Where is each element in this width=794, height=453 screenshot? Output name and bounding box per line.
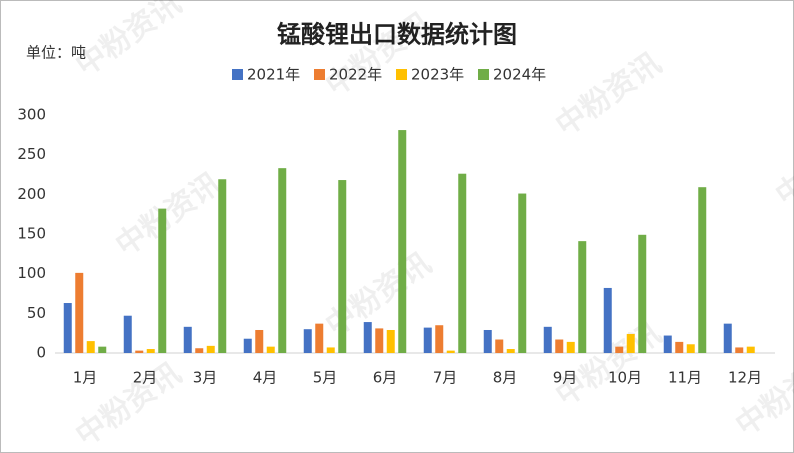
- x-tick-label: 3月: [193, 369, 218, 387]
- bar: [63, 303, 72, 353]
- bar: [603, 287, 612, 353]
- bar: [303, 329, 312, 353]
- x-tick-label: 7月: [433, 369, 458, 387]
- x-tick-label: 12月: [728, 369, 762, 387]
- bar: [423, 327, 432, 353]
- y-tick-label: 200: [17, 185, 46, 203]
- bar: [338, 180, 347, 353]
- x-tick-label: 1月: [73, 369, 98, 387]
- bar: [566, 341, 575, 353]
- bar: [675, 341, 684, 353]
- unit-label: 单位：吨: [26, 44, 86, 62]
- legend-swatch: [478, 69, 489, 80]
- bar: [686, 344, 695, 353]
- bar: [398, 130, 407, 353]
- bar: [483, 329, 492, 353]
- bar: [615, 346, 624, 353]
- bar: [735, 347, 744, 353]
- bar: [698, 187, 707, 353]
- bar: [206, 345, 215, 353]
- bar: [663, 335, 672, 353]
- bar: [435, 325, 444, 353]
- x-tick-label: 8月: [493, 369, 518, 387]
- x-tick-label: 6月: [373, 369, 398, 387]
- legend-swatch: [314, 69, 325, 80]
- x-tick-label: 9月: [553, 369, 578, 387]
- legend-swatch: [232, 69, 243, 80]
- bar: [278, 168, 287, 353]
- bar: [638, 234, 647, 353]
- legend-label: 2021年: [247, 66, 300, 84]
- bar: [723, 323, 732, 353]
- legend-label: 2023年: [411, 66, 464, 84]
- y-tick-label: 250: [17, 145, 46, 163]
- legend-swatch: [396, 69, 407, 80]
- bar: [746, 346, 755, 353]
- bar: [255, 329, 264, 353]
- bar: [495, 339, 504, 353]
- bar: [386, 329, 395, 353]
- bar: [518, 193, 527, 353]
- bar: [86, 341, 95, 353]
- x-tick-label: 10月: [608, 369, 642, 387]
- bar: [506, 349, 515, 353]
- x-tick-label: 5月: [313, 369, 338, 387]
- bar: [195, 348, 204, 353]
- bar: [375, 328, 384, 353]
- legend-label: 2022年: [329, 66, 382, 84]
- bar: [458, 173, 467, 353]
- bar: [146, 349, 155, 353]
- y-tick-label: 300: [17, 106, 46, 124]
- bar: [578, 241, 587, 353]
- chart-title: 锰酸锂出口数据统计图: [277, 20, 517, 49]
- y-tick-label: 100: [17, 264, 46, 282]
- bar: [446, 350, 455, 353]
- bar: [543, 326, 552, 353]
- x-tick-label: 2月: [133, 369, 158, 387]
- y-tick-label: 50: [27, 304, 46, 322]
- bar: [266, 346, 275, 353]
- bar: [243, 338, 252, 353]
- bar: [363, 322, 372, 353]
- bar: [315, 323, 324, 353]
- bar: [183, 326, 192, 353]
- bar: [135, 350, 144, 353]
- bar: [98, 346, 107, 353]
- bar: [123, 315, 132, 353]
- y-tick-label: 0: [36, 344, 46, 362]
- bar: [555, 339, 564, 353]
- x-tick-label: 11月: [668, 369, 702, 387]
- bar: [218, 179, 227, 353]
- bar: [75, 272, 84, 353]
- bar: [158, 208, 167, 353]
- bar: [626, 333, 635, 353]
- legend-label: 2024年: [493, 66, 546, 84]
- x-tick-label: 4月: [253, 369, 278, 387]
- bar: [326, 347, 335, 353]
- y-tick-label: 150: [17, 225, 46, 243]
